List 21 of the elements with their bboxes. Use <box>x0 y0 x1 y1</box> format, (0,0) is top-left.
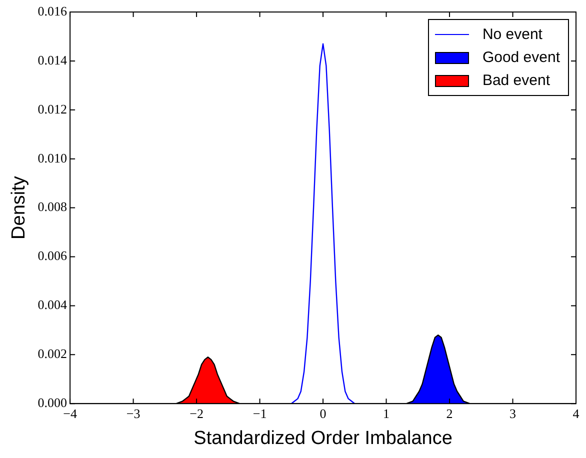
y-tick-label: 0.006 <box>38 248 68 264</box>
x-tick-label: 2 <box>446 406 453 421</box>
x-tick-label: 4 <box>572 406 580 421</box>
x-tick-label: −2 <box>190 406 204 421</box>
y-axis-title: Density <box>8 176 30 240</box>
legend-label: No event <box>482 26 542 43</box>
x-tick-label: −3 <box>126 406 140 421</box>
y-tick-label: 0.012 <box>38 101 68 116</box>
y-tick-label: 0.008 <box>38 199 68 214</box>
y-tick-label: 0.002 <box>38 346 68 362</box>
x-axis-title: Standardized Order Imbalance <box>194 428 452 449</box>
x-tick-label: −1 <box>252 406 267 421</box>
legend-label: Bad event <box>482 72 550 89</box>
y-tick-label: 0.004 <box>38 297 68 312</box>
x-tick-label: 1 <box>383 406 390 421</box>
legend-label: Good event <box>482 49 560 66</box>
x-tick-label: 3 <box>510 406 516 421</box>
y-tick-label: 0.010 <box>38 150 68 166</box>
y-tick-label: 0.014 <box>38 52 68 68</box>
y-tick-label: 0.016 <box>38 3 68 18</box>
x-tick-label: 0 <box>320 406 326 421</box>
